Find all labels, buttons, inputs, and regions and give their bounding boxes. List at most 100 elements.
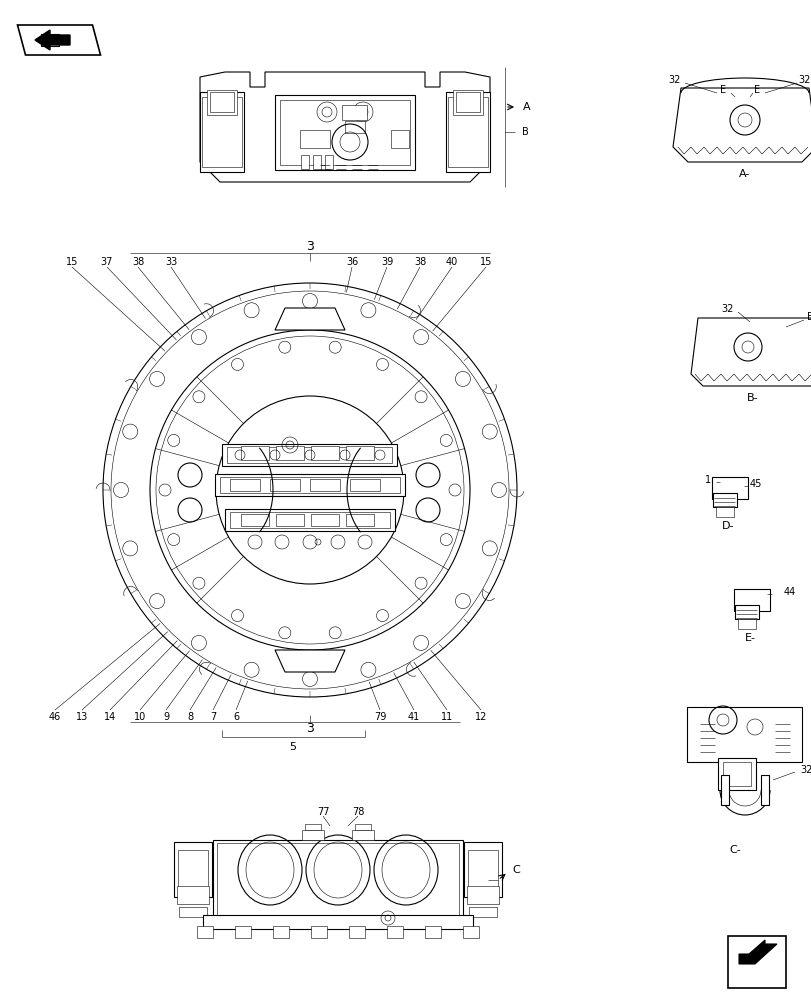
Bar	[354, 824, 371, 830]
Text: 79: 79	[373, 712, 386, 722]
Text: 38: 38	[414, 257, 426, 267]
Bar	[200, 92, 243, 172]
Bar	[241, 514, 268, 526]
Bar	[311, 926, 327, 938]
Text: 46: 46	[49, 712, 61, 722]
Bar	[310, 479, 340, 491]
Text: 78: 78	[351, 807, 364, 817]
Bar	[305, 824, 320, 830]
Text: 38: 38	[131, 257, 144, 267]
Polygon shape	[275, 650, 345, 672]
Bar	[178, 907, 207, 917]
Bar	[207, 90, 237, 115]
Bar	[230, 512, 389, 528]
Bar	[469, 907, 496, 917]
Bar	[220, 477, 400, 493]
Text: 11: 11	[440, 712, 453, 722]
Bar	[466, 886, 499, 904]
Bar	[311, 514, 338, 526]
Bar	[349, 926, 365, 938]
Bar	[41, 34, 59, 46]
Polygon shape	[18, 25, 101, 55]
Text: 40: 40	[445, 257, 457, 267]
Bar	[276, 514, 303, 526]
Polygon shape	[275, 308, 345, 330]
Text: C: C	[512, 865, 519, 875]
Text: 77: 77	[316, 807, 328, 817]
Bar	[230, 479, 260, 491]
Bar	[711, 477, 747, 499]
Bar	[687, 706, 801, 762]
Text: 32: 32	[668, 75, 680, 85]
Bar	[178, 850, 208, 890]
Text: 32: 32	[800, 765, 811, 775]
Text: 15: 15	[66, 257, 78, 267]
Bar	[241, 446, 268, 460]
Text: 1: 1	[704, 475, 710, 485]
Bar	[456, 92, 479, 112]
Bar	[217, 843, 458, 917]
Polygon shape	[35, 30, 70, 50]
Bar	[301, 155, 309, 169]
Polygon shape	[690, 318, 811, 386]
Polygon shape	[672, 88, 811, 162]
Bar	[733, 589, 769, 611]
Text: 32: 32	[721, 304, 733, 314]
Bar	[734, 605, 758, 619]
Bar	[342, 105, 367, 120]
Text: A-: A-	[738, 169, 749, 179]
Polygon shape	[738, 940, 776, 964]
Bar	[463, 842, 501, 898]
Bar	[467, 850, 497, 890]
Bar	[717, 758, 755, 790]
Text: 10: 10	[134, 712, 146, 722]
Text: B-: B-	[746, 393, 757, 403]
Text: E: E	[806, 312, 811, 322]
Bar	[299, 130, 329, 148]
Text: 15: 15	[479, 257, 491, 267]
Bar	[324, 155, 333, 169]
Circle shape	[103, 283, 517, 697]
Bar	[462, 926, 478, 938]
Bar	[276, 446, 303, 460]
Text: 3: 3	[306, 722, 314, 735]
Text: 3: 3	[306, 239, 314, 252]
Text: 13: 13	[75, 712, 88, 722]
Bar	[272, 926, 289, 938]
Text: 44: 44	[783, 587, 795, 597]
Bar	[445, 92, 489, 172]
Bar	[453, 90, 483, 115]
Bar	[312, 155, 320, 169]
Bar	[715, 507, 733, 517]
Bar	[234, 926, 251, 938]
Text: 14: 14	[104, 712, 116, 722]
Bar	[350, 479, 380, 491]
Bar	[212, 840, 462, 920]
Bar	[760, 775, 768, 805]
Text: 8: 8	[187, 712, 193, 722]
Text: 41: 41	[407, 712, 419, 722]
Bar	[227, 447, 392, 463]
Bar	[345, 446, 374, 460]
Bar	[215, 474, 405, 496]
Bar	[280, 100, 410, 165]
Text: 7: 7	[209, 712, 216, 722]
Bar	[387, 926, 402, 938]
Text: D-: D-	[721, 521, 733, 531]
Text: A: A	[522, 102, 530, 112]
Polygon shape	[200, 72, 489, 182]
Text: E: E	[753, 85, 759, 95]
Bar	[720, 775, 728, 805]
Bar	[210, 92, 234, 112]
Text: 5: 5	[290, 742, 296, 752]
Bar	[391, 130, 409, 148]
Text: C-: C-	[728, 845, 740, 855]
Text: 45: 45	[749, 479, 762, 489]
Bar	[203, 915, 473, 929]
Text: 37: 37	[101, 257, 113, 267]
Text: 33: 33	[165, 257, 177, 267]
Bar	[275, 95, 414, 170]
Text: 32: 32	[798, 75, 810, 85]
Bar	[351, 830, 374, 840]
Bar	[722, 762, 750, 786]
